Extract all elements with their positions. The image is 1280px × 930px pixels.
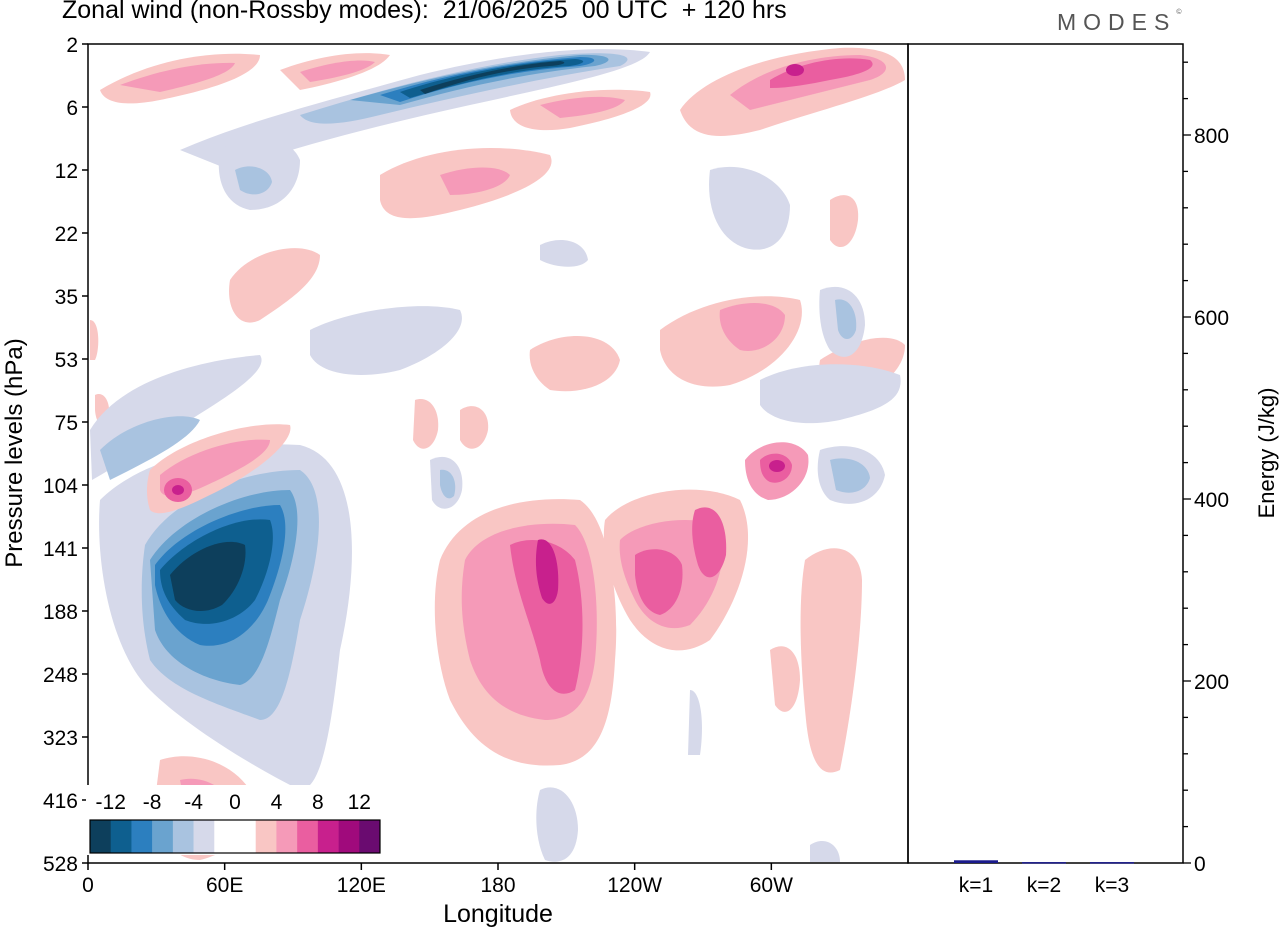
colorbar-label: 4 (271, 791, 283, 814)
x-tick-label: 0 (82, 874, 94, 897)
y-tick-label: 22 (55, 223, 78, 246)
colorbar-swatch (317, 820, 339, 853)
y-tick-label: 323 (43, 727, 78, 750)
colorbar-swatch (152, 820, 174, 853)
y-tick-label: 248 (43, 664, 78, 687)
energy-tick-label: 800 (1194, 125, 1229, 148)
colorbar-swatch (172, 820, 194, 853)
energy-tick-label: 600 (1194, 307, 1229, 330)
colorbar-swatch (193, 820, 215, 853)
colorbar-frame (89, 819, 381, 854)
energy-bar (1090, 862, 1134, 864)
x-tick-label: 60W (750, 874, 793, 897)
scattered-easterly-patches (90, 137, 901, 862)
bar-category-label: k=1 (959, 874, 993, 897)
x-tick-label: 60E (206, 874, 243, 897)
colorbar-label: -8 (143, 791, 162, 814)
energy-tick-label: 200 (1194, 671, 1229, 694)
westerly-blob-33e (146, 424, 291, 514)
energy-tick-label: 0 (1194, 853, 1206, 876)
modes-logo: MODES© (1057, 9, 1182, 35)
x-tick-label: 180 (480, 874, 515, 897)
colorbar-label: 12 (348, 791, 371, 814)
energy-tick-label: 400 (1194, 489, 1229, 512)
colorbar-swatch (359, 820, 381, 853)
colorbar-swatch (276, 820, 298, 853)
y-tick-label: 104 (43, 475, 78, 498)
contour-field (90, 47, 905, 862)
colorbar-swatch (255, 820, 277, 853)
lower-easterly-core (99, 444, 352, 790)
westerly-blob-120w (603, 489, 749, 651)
y-axis-label: Pressure levels (hPa) (1, 338, 28, 567)
y-tick-label: 12 (55, 160, 78, 183)
colorbar-swatch (297, 820, 319, 853)
y-tick-label: 35 (55, 286, 78, 309)
colorbar-swatch (214, 820, 236, 853)
energy-bar (954, 860, 998, 863)
colorbar-label: 0 (229, 791, 241, 814)
colorbar-swatch (338, 820, 360, 853)
westerly-blob-180 (434, 499, 617, 766)
x-axis-label: Longitude (443, 900, 553, 928)
energy-axis-label: Energy (J/kg) (1254, 388, 1279, 519)
westerly-blob-60w (745, 442, 809, 500)
bar-category-label: k=2 (1027, 874, 1061, 897)
top-left-westerly (100, 53, 390, 104)
y-tick-label: 2 (66, 34, 78, 57)
colorbar-label: -4 (184, 791, 203, 814)
colorbar-swatch (235, 820, 257, 853)
mid-westerly-patch (380, 89, 651, 219)
colorbar-label: 8 (312, 791, 324, 814)
y-tick-label: 528 (43, 853, 78, 876)
upper-easterly-band (180, 49, 650, 171)
energy-bar (1022, 862, 1066, 864)
bar-category-label: k=3 (1095, 874, 1129, 897)
y-tick-label: 6 (66, 97, 78, 120)
chart-title: Zonal wind (non-Rossby modes): 21/06/202… (62, 0, 787, 24)
y-tick-label: 75 (55, 412, 78, 435)
y-tick-label: 141 (43, 538, 78, 561)
colorbar-swatch (90, 820, 112, 853)
x-tick-label: 120E (337, 874, 386, 897)
logo-text: MODES (1057, 9, 1177, 35)
y-tick-label: 188 (43, 601, 78, 624)
colorbar-label: -12 (96, 791, 126, 814)
y-tick-label: 53 (55, 349, 78, 372)
y-tick-label: 416 (43, 790, 78, 813)
colorbar-swatch (110, 820, 132, 853)
bar-frame (907, 43, 1184, 864)
upper-westerly-band (680, 47, 905, 136)
colorbar-swatch (131, 820, 153, 853)
x-tick-label: 120W (607, 874, 662, 897)
colorbar: -12 -8 -4 0 4 8 12 (86, 785, 384, 855)
